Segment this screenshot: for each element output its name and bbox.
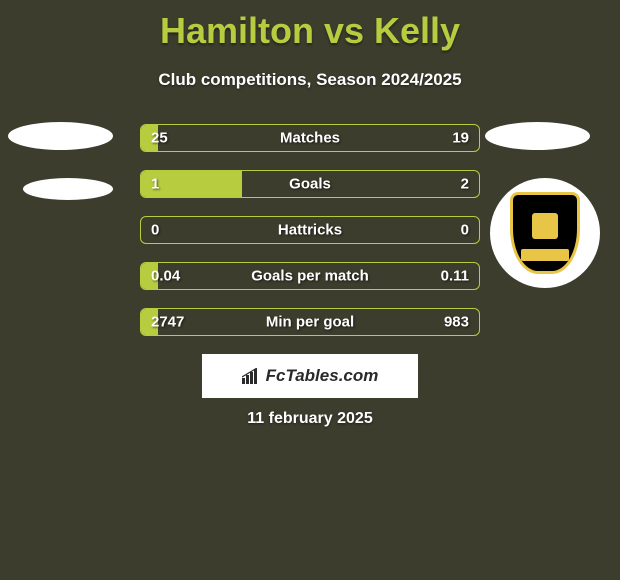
subtitle: Club competitions, Season 2024/2025 <box>0 70 620 90</box>
left-team-logo-group <box>8 122 113 200</box>
right-team-badge <box>490 178 600 288</box>
stat-row: 0.04 Goals per match 0.11 <box>140 262 480 290</box>
stat-right-value: 0 <box>461 222 469 239</box>
stat-right-value: 19 <box>452 130 469 147</box>
stat-label: Goals per match <box>251 268 369 285</box>
stat-row: 0 Hattricks 0 <box>140 216 480 244</box>
stat-right-value: 2 <box>461 176 469 193</box>
stat-label: Matches <box>280 130 340 147</box>
stat-left-value: 0 <box>151 222 159 239</box>
stat-row: 25 Matches 19 <box>140 124 480 152</box>
stat-right-value: 983 <box>444 314 469 331</box>
stat-left-value: 1 <box>151 176 159 193</box>
stat-left-value: 0.04 <box>151 268 180 285</box>
brand-text: FcTables.com <box>266 366 379 386</box>
stats-table: 25 Matches 19 1 Goals 2 0 Hattricks 0 0.04 Goals p… <box>140 124 480 354</box>
stat-left-value: 2747 <box>151 314 184 331</box>
team-logo-placeholder <box>23 178 113 200</box>
stat-left-value: 25 <box>151 130 168 147</box>
page-title: Hamilton vs Kelly <box>0 0 620 52</box>
stat-right-value: 0.11 <box>441 268 469 285</box>
stat-label: Goals <box>289 176 331 193</box>
stat-row: 1 Goals 2 <box>140 170 480 198</box>
team-logo-placeholder <box>8 122 113 150</box>
stat-label: Min per goal <box>266 314 354 331</box>
team-logo-placeholder <box>485 122 590 150</box>
date-label: 11 february 2025 <box>247 410 372 428</box>
chart-icon <box>242 368 262 384</box>
stat-row: 2747 Min per goal 983 <box>140 308 480 336</box>
stat-label: Hattricks <box>278 222 342 239</box>
brand-link[interactable]: FcTables.com <box>202 354 418 398</box>
shield-icon <box>510 192 580 274</box>
